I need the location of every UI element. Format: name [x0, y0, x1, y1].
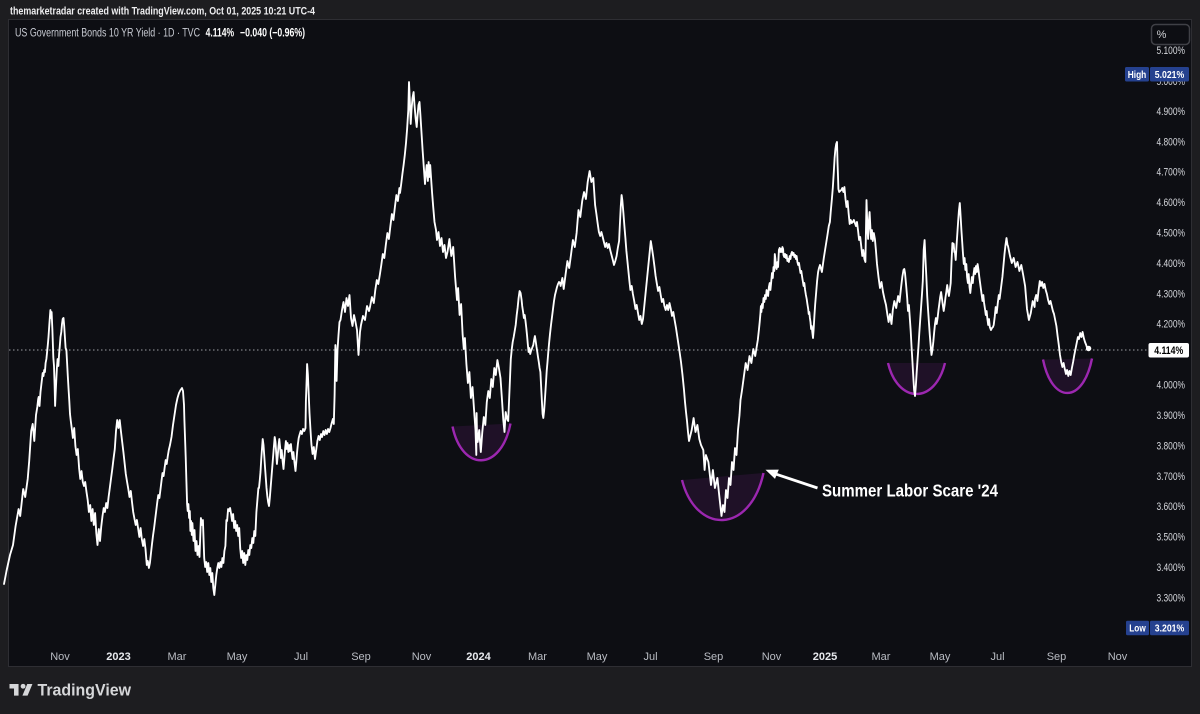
- svg-text:−0.040 (−0.96%): −0.040 (−0.96%): [240, 28, 305, 40]
- svg-text:Mar: Mar: [168, 651, 187, 663]
- svg-text:May: May: [587, 651, 608, 663]
- svg-text:4.200%: 4.200%: [1157, 319, 1186, 331]
- svg-text:High: High: [1128, 70, 1147, 81]
- svg-text:4.700%: 4.700%: [1157, 167, 1186, 179]
- svg-text:Mar: Mar: [528, 651, 547, 663]
- svg-text:3.600%: 3.600%: [1157, 501, 1186, 513]
- svg-text:May: May: [930, 651, 951, 663]
- svg-text:3.500%: 3.500%: [1157, 532, 1186, 544]
- svg-text:4.900%: 4.900%: [1157, 106, 1186, 118]
- svg-text:3.400%: 3.400%: [1157, 562, 1186, 574]
- svg-text:5.021%: 5.021%: [1155, 69, 1185, 81]
- svg-text:themarketradar created with Tr: themarketradar created with TradingView.…: [10, 6, 316, 18]
- svg-text:4.600%: 4.600%: [1157, 197, 1186, 209]
- svg-text:4.500%: 4.500%: [1157, 228, 1186, 240]
- svg-text:4.800%: 4.800%: [1157, 136, 1186, 148]
- svg-text:4.000%: 4.000%: [1157, 380, 1186, 392]
- svg-text:Jul: Jul: [990, 651, 1004, 663]
- svg-text:3.800%: 3.800%: [1157, 440, 1186, 452]
- svg-text:Sep: Sep: [351, 651, 371, 663]
- svg-text:US Government Bonds 10 YR Yiel: US Government Bonds 10 YR Yield · 1D · T…: [15, 28, 200, 40]
- svg-text:Mar: Mar: [872, 651, 891, 663]
- svg-text:Nov: Nov: [50, 651, 70, 663]
- svg-text:3.300%: 3.300%: [1157, 592, 1186, 604]
- svg-text:Low: Low: [1129, 624, 1146, 635]
- svg-text:4.400%: 4.400%: [1157, 258, 1186, 270]
- svg-text:2023: 2023: [106, 651, 130, 663]
- svg-text:4.114%: 4.114%: [206, 28, 235, 40]
- svg-text:Jul: Jul: [643, 651, 657, 663]
- svg-text:2025: 2025: [813, 651, 837, 663]
- svg-text:Nov: Nov: [412, 651, 432, 663]
- svg-text:Sep: Sep: [1047, 651, 1067, 663]
- svg-text:3.700%: 3.700%: [1157, 471, 1186, 483]
- svg-text:Nov: Nov: [1108, 651, 1128, 663]
- svg-text:Nov: Nov: [762, 651, 782, 663]
- svg-text:Jul: Jul: [294, 651, 308, 663]
- svg-text:May: May: [227, 651, 248, 663]
- svg-text:Sep: Sep: [704, 651, 724, 663]
- svg-text:4.114%: 4.114%: [1154, 345, 1183, 357]
- svg-text:5.100%: 5.100%: [1157, 45, 1186, 57]
- svg-text:%: %: [1157, 29, 1167, 41]
- svg-text:TradingView: TradingView: [38, 682, 132, 700]
- svg-text:3.900%: 3.900%: [1157, 410, 1186, 422]
- svg-text:4.300%: 4.300%: [1157, 288, 1186, 300]
- svg-text:2024: 2024: [466, 651, 491, 663]
- svg-text:3.201%: 3.201%: [1155, 623, 1185, 635]
- svg-text:Summer Labor Scare '24: Summer Labor Scare '24: [822, 481, 998, 501]
